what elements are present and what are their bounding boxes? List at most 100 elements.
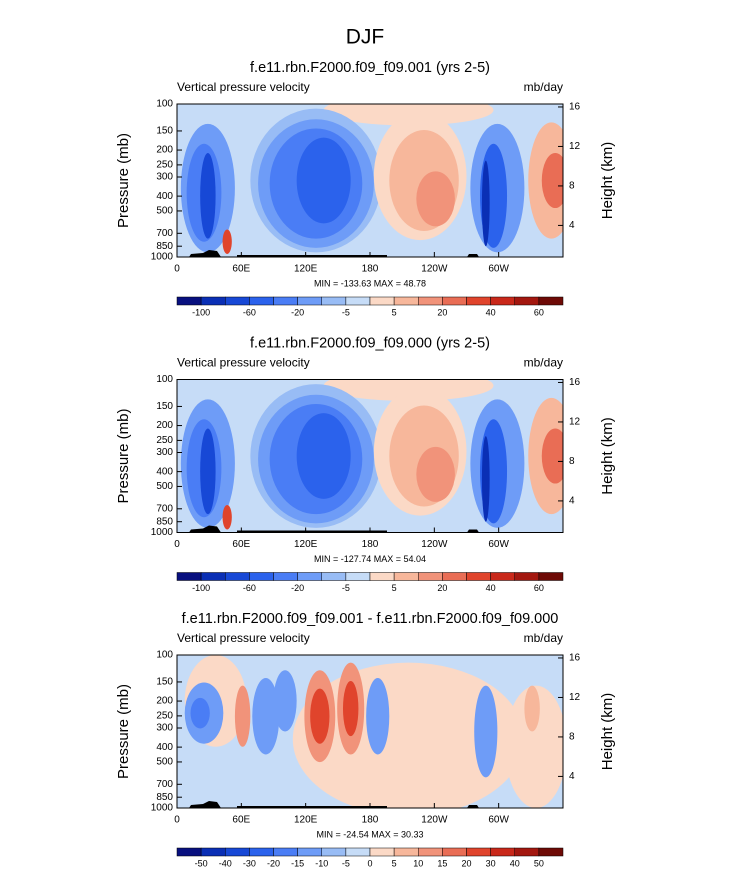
colorbar-box: [538, 572, 564, 581]
colorbar-box: [538, 847, 564, 857]
x-tick-label: 0: [174, 815, 180, 826]
colorbar-label: -100: [192, 307, 210, 317]
contour-field: [177, 104, 563, 257]
y-tick-label: 400: [156, 191, 173, 202]
colorbar-label: -20: [267, 858, 280, 868]
contour-fill: [481, 160, 490, 247]
y-tick-label: 850: [156, 792, 173, 803]
figure-title: DJF: [346, 26, 385, 49]
x-tick-label: 60W: [488, 815, 509, 826]
colorbar-label: -15: [291, 858, 304, 868]
contour-fill: [200, 428, 216, 515]
colorbar-box: [176, 572, 202, 581]
y2-axis-label: Height (km): [599, 142, 616, 220]
topography: [237, 530, 387, 533]
contour-fill: [342, 681, 359, 737]
x-tick-label: 180: [362, 264, 379, 275]
y2-tick-label: 4: [569, 220, 575, 231]
min-max-annotation: MIN = -133.63 MAX = 48.78: [314, 278, 426, 288]
panel-left-label: Vertical pressure velocity: [177, 80, 310, 94]
colorbar-box: [466, 572, 491, 581]
y2-tick-label: 16: [569, 102, 581, 113]
y-tick-label: 1000: [151, 252, 174, 263]
colorbar-label: 15: [437, 858, 447, 868]
colorbar-box: [297, 572, 322, 581]
y-tick-label: 200: [156, 420, 173, 431]
colorbar-box: [200, 847, 226, 857]
colorbar-box: [442, 572, 467, 581]
colorbar-box: [442, 296, 467, 306]
x-tick-label: 120W: [421, 264, 448, 275]
contour-fill: [505, 685, 563, 808]
x-tick-label: 60W: [488, 264, 509, 275]
contour-fill: [541, 152, 563, 209]
y-tick-label: 300: [156, 172, 173, 183]
topography: [237, 806, 387, 808]
contour-fill: [296, 413, 351, 499]
colorbar-box: [393, 296, 419, 306]
y-tick-label: 200: [156, 696, 173, 707]
x-tick-label: 120W: [421, 539, 448, 550]
colorbar-box: [418, 296, 443, 306]
contour-fill: [474, 685, 498, 778]
colorbar-label: 20: [437, 583, 447, 593]
x-tick-label: 180: [362, 815, 379, 826]
contour-fill: [234, 685, 251, 747]
contour-fill: [541, 428, 563, 484]
colorbar-box: [345, 847, 371, 857]
contour-fill: [190, 697, 210, 729]
colorbar-label: -30: [243, 858, 256, 868]
colorbar-box: [249, 847, 274, 857]
colorbar-box: [273, 572, 298, 581]
colorbar-label: 20: [437, 307, 447, 317]
colorbar-box: [490, 847, 515, 857]
y2-tick-label: 4: [569, 496, 575, 507]
contour-fill: [310, 688, 330, 744]
y-tick-label: 850: [156, 241, 173, 252]
y-tick-label: 400: [156, 742, 173, 753]
y-tick-label: 250: [156, 160, 173, 171]
colorbar-label: 40: [486, 583, 496, 593]
y-tick-label: 1000: [151, 803, 174, 814]
colorbar-label: 5: [392, 583, 397, 593]
contour-field: [177, 655, 563, 808]
colorbar-box: [369, 572, 395, 581]
colorbar-label: -10: [315, 858, 328, 868]
y-axis-label: Pressure (mb): [115, 684, 132, 779]
x-tick-label: 60E: [232, 539, 250, 550]
contour-fill: [366, 677, 390, 755]
colorbar-label: -60: [243, 583, 256, 593]
colorbar-label: -40: [219, 858, 232, 868]
colorbar-label: 20: [461, 858, 471, 868]
y-axis-label: Pressure (mb): [115, 408, 132, 503]
colorbar-box: [466, 847, 491, 857]
x-tick-label: 60E: [232, 815, 250, 826]
x-tick-label: 120E: [294, 815, 318, 826]
colorbar-label: 60: [534, 583, 544, 593]
colorbar-box: [176, 296, 202, 306]
y-tick-label: 700: [156, 779, 173, 790]
contour-fill: [524, 685, 540, 732]
x-tick-label: 120W: [421, 815, 448, 826]
colorbar-box: [369, 847, 395, 857]
colorbar-label: -20: [291, 583, 304, 593]
y-tick-label: 200: [156, 145, 173, 156]
contour-fill: [416, 171, 455, 227]
colorbar-box: [369, 296, 395, 306]
colorbar-label: -50: [195, 858, 208, 868]
y2-axis-label: Height (km): [599, 417, 616, 495]
y2-tick-label: 8: [569, 732, 575, 743]
colorbar-box: [514, 296, 540, 306]
y-tick-label: 250: [156, 711, 173, 722]
contour-fill: [252, 677, 280, 755]
panel-right-label: mb/day: [524, 631, 563, 645]
colorbar-box: [490, 572, 515, 581]
min-max-annotation: MIN = -127.74 MAX = 54.04: [314, 554, 426, 564]
colorbar-box: [466, 296, 491, 306]
panel-title: f.e11.rbn.F2000.f09_f09.001 - f.e11.rbn.…: [182, 611, 559, 627]
y-tick-label: 500: [156, 206, 173, 217]
x-tick-label: 180: [362, 539, 379, 550]
y-tick-label: 700: [156, 228, 173, 239]
colorbar-label: 60: [534, 307, 544, 317]
